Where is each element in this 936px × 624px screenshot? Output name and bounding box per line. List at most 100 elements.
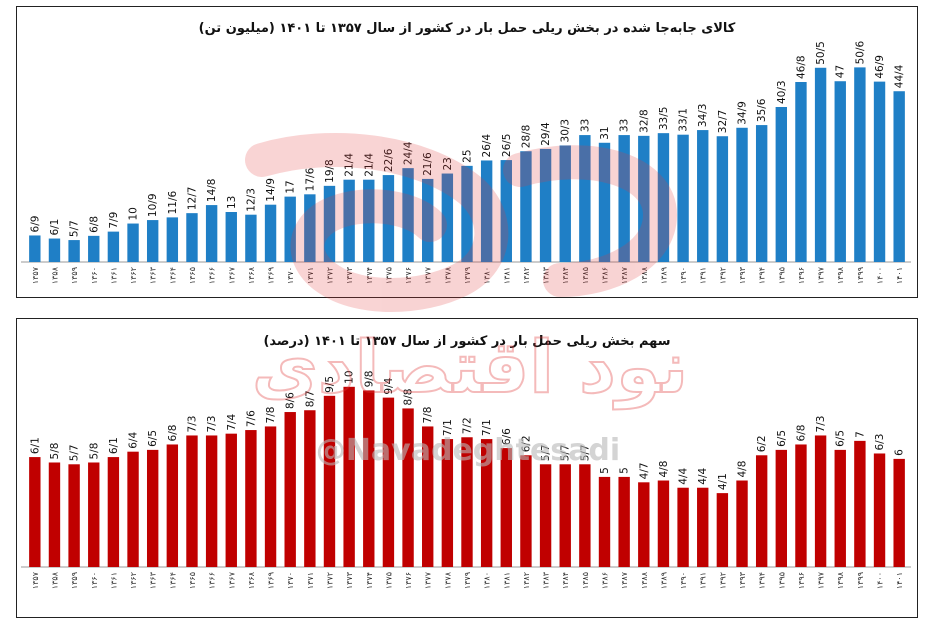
data-label: 14/9	[265, 178, 277, 202]
bar	[343, 386, 355, 567]
x-tick-label: ۱۳۸۰	[483, 572, 492, 589]
data-label: 6/8	[88, 216, 100, 233]
x-tick-label: ۱۳۶۰	[90, 267, 99, 284]
bar	[146, 449, 159, 567]
x-tick-label: ۱۳۸۸	[640, 571, 649, 589]
x-tick-label: ۱۳۷۴	[365, 572, 374, 589]
x-tick-label: ۱۳۶۸	[247, 571, 256, 589]
bar	[854, 67, 866, 262]
data-label: 22/6	[383, 148, 395, 172]
chart-panel-rail-share: سهم بخش ریلی حمل بار در کشور از سال ۱۳۵۷…	[16, 318, 918, 618]
x-tick-label: ۱۳۶۳	[149, 266, 158, 284]
bar	[834, 449, 846, 567]
bar	[873, 453, 886, 567]
x-tick-label: ۱۳۵۷	[31, 266, 40, 284]
x-tick-label: ۱۳۹۴	[758, 572, 767, 589]
x-tick-label: ۱۳۶۵	[188, 267, 197, 284]
bar	[245, 430, 257, 567]
bar	[363, 179, 375, 262]
bar	[638, 135, 650, 262]
x-tick-label: ۱۳۶۷	[227, 266, 236, 284]
data-label: 50/5	[815, 41, 827, 65]
x-tick-label: ۱۳۵۸	[50, 571, 59, 589]
data-label: 46/8	[795, 55, 807, 79]
x-tick-label: ۱۳۸۴	[561, 267, 570, 284]
x-tick-label: ۱۳۸۹	[659, 267, 668, 284]
x-tick-label: ۱۳۹۸	[836, 571, 845, 589]
bar	[618, 135, 630, 262]
data-label: 33/5	[658, 107, 670, 131]
x-tick-label: ۱۳۹۵	[777, 267, 786, 284]
bar	[48, 238, 61, 262]
x-tick-label: ۱۳۸۳	[542, 571, 551, 589]
data-label: 8/8	[403, 389, 415, 406]
bar	[127, 451, 139, 567]
x-tick-label: ۱۴۰۱	[895, 267, 904, 284]
data-label: 5/7	[579, 444, 591, 461]
x-tick-label: ۱۳۵۸	[50, 266, 59, 284]
data-label: 35/6	[756, 98, 768, 122]
x-tick-label: ۱۳۹۵	[777, 572, 786, 589]
bar	[186, 435, 198, 567]
bar	[88, 235, 100, 262]
x-tick-label: ۱۳۹۶	[797, 267, 806, 284]
bar	[186, 213, 198, 262]
data-label: 4/8	[737, 461, 749, 478]
data-label: 6/4	[128, 431, 140, 448]
bar	[579, 135, 591, 262]
x-tick-label: ۱۳۹۹	[856, 572, 865, 589]
data-label: 7/1	[481, 419, 493, 436]
data-label: 7/1	[442, 419, 454, 436]
data-label: 26/4	[481, 134, 493, 158]
x-tick-label: ۱۳۷۴	[365, 267, 374, 284]
bar	[225, 433, 237, 567]
x-tick-label: ۱۳۹۷	[817, 266, 826, 284]
x-tick-label: ۱۳۹۰	[679, 267, 688, 284]
bar	[402, 408, 414, 567]
bar	[579, 464, 591, 567]
bar	[422, 426, 434, 567]
data-label: 6/2	[756, 435, 768, 452]
bar	[677, 487, 689, 567]
x-tick-label: ۱۳۸۶	[601, 267, 610, 284]
x-tick-label: ۱۳۵۷	[31, 571, 40, 589]
x-tick-label: ۱۳۸۰	[483, 267, 492, 284]
data-label: 10	[344, 370, 356, 383]
bar	[520, 455, 532, 567]
data-label: 30/3	[560, 119, 572, 143]
data-label: 6/9	[29, 216, 41, 233]
x-tick-label: ۱۳۹۴	[758, 267, 767, 284]
data-label: 6/1	[108, 437, 120, 454]
data-label: 9/4	[383, 377, 395, 394]
x-tick-label: ۱۳۸۴	[561, 572, 570, 589]
bar	[146, 220, 159, 262]
data-label: 13	[226, 196, 238, 209]
bar	[461, 437, 473, 567]
bar	[245, 214, 257, 262]
x-tick-label: ۱۳۶۹	[267, 267, 276, 284]
data-label: 6/8	[795, 425, 807, 442]
chart-title-goods-transported: کالای جابه‌جا شده در بخش ریلی حمل بار در…	[198, 21, 736, 36]
bar	[68, 464, 80, 567]
data-label: 4/8	[658, 461, 670, 478]
data-label: 5/7	[560, 444, 572, 461]
x-tick-label: ۱۳۷۷	[424, 571, 433, 589]
bar	[657, 133, 670, 262]
x-tick-label: ۱۳۶۱	[109, 267, 118, 284]
x-tick-label: ۱۳۹۹	[856, 267, 865, 284]
x-tick-label: ۱۳۷۱	[306, 267, 315, 284]
data-label: 7/6	[245, 410, 257, 427]
bar	[736, 127, 748, 263]
data-label: 6/2	[520, 435, 532, 452]
x-tick-label: ۱۳۷۸	[443, 571, 452, 589]
bar	[88, 462, 100, 567]
bar	[814, 67, 827, 262]
x-tick-label: ۱۳۸۸	[640, 266, 649, 284]
x-tick-label: ۱۳۷۹	[463, 572, 472, 589]
bar	[775, 107, 787, 262]
x-tick-label: ۱۳۷۶	[404, 572, 413, 589]
bar	[461, 165, 473, 262]
x-tick-label: ۱۳۸۲	[522, 267, 531, 284]
x-tick-label: ۱۳۷۸	[443, 266, 452, 284]
bar	[559, 464, 571, 567]
